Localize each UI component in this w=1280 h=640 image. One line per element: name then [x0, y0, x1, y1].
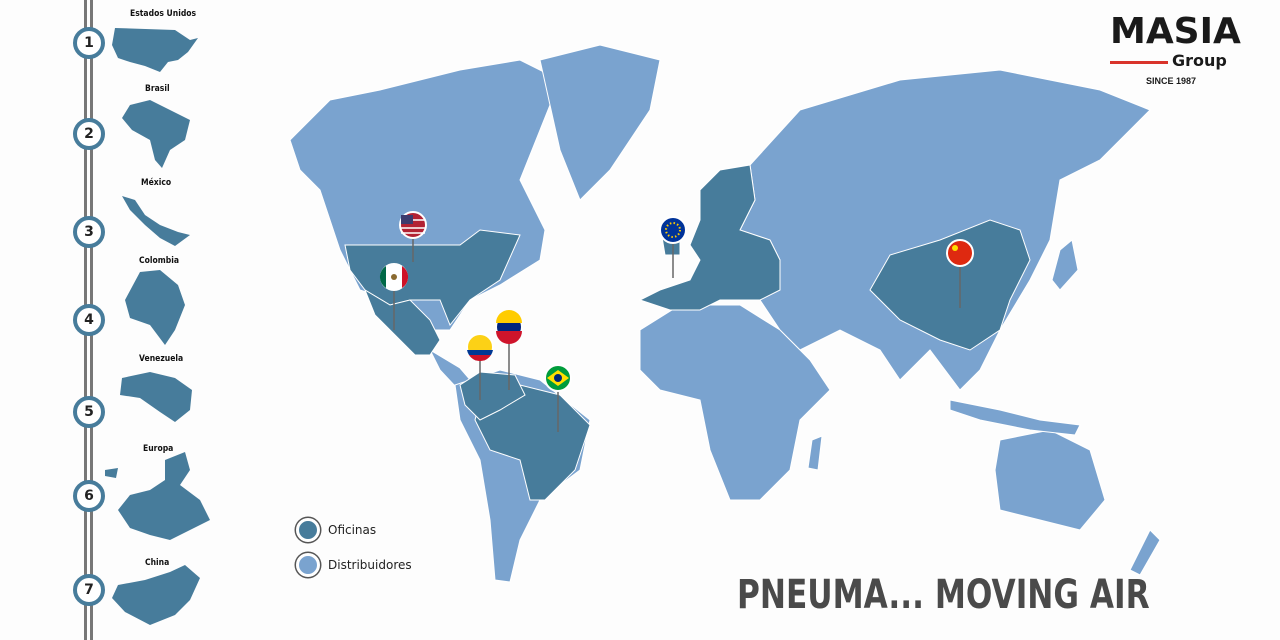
- indonesia: [949, 399, 1081, 436]
- step-5: 5: [73, 396, 105, 428]
- europe-region: [638, 164, 781, 311]
- mexico-silhouette: [122, 196, 190, 246]
- mexico-flag-pin: [379, 263, 409, 291]
- logo-name: MASIA: [1110, 11, 1241, 52]
- label-colombia: Colombia: [139, 256, 179, 266]
- step-4: 4: [73, 304, 105, 336]
- distributors-swatch: [296, 553, 320, 577]
- step-1: 1: [73, 27, 105, 59]
- offices-label: Oficinas: [328, 523, 377, 537]
- new-zealand: [1129, 529, 1161, 576]
- legend-offices: Oficinas: [296, 518, 376, 542]
- china-silhouette: [112, 565, 200, 625]
- australia: [994, 429, 1106, 531]
- greenland: [539, 44, 661, 201]
- legend-distributors: Distribuidores: [296, 553, 412, 577]
- step-7: 7: [73, 574, 105, 606]
- colombia-silhouette: [125, 270, 185, 345]
- step-2: 2: [73, 118, 105, 150]
- usa-flag-pin: [399, 211, 427, 239]
- colombia-flag-pin: [466, 333, 494, 362]
- label-china: China: [145, 558, 170, 568]
- label-mexico: México: [141, 178, 172, 188]
- china-flag-pin: [946, 239, 974, 267]
- tagline: PNEUMA... MOVING AIR: [737, 572, 1150, 618]
- logo-since: SINCE 1987: [1146, 76, 1197, 86]
- europa-silhouette: [105, 452, 210, 540]
- mexico-region: [363, 288, 441, 356]
- logo-red-bar: [1110, 61, 1168, 64]
- africa: [639, 304, 831, 501]
- label-usa: Estados Unidos: [130, 9, 197, 19]
- central-america: [428, 348, 473, 387]
- offices-swatch: [296, 518, 320, 542]
- madagascar: [807, 435, 823, 471]
- japan: [1051, 239, 1079, 291]
- distributors-label: Distribuidores: [328, 558, 412, 572]
- eu-flag-pin: [659, 216, 687, 244]
- brazil-flag-pin: [544, 364, 572, 392]
- venezuela-flag-pin: [495, 310, 523, 344]
- label-europa: Europa: [143, 444, 174, 454]
- step-3: 3: [73, 216, 105, 248]
- usa-silhouette: [112, 28, 198, 72]
- brazil-region: [474, 384, 591, 501]
- step-6: 6: [73, 480, 105, 512]
- brasil-silhouette: [122, 100, 190, 168]
- label-venezuela: Venezuela: [139, 354, 184, 364]
- venezuela-silhouette: [120, 372, 192, 422]
- masia-group-logo: MASIA Group SINCE 1987: [1110, 14, 1250, 94]
- logo-group: Group: [1172, 51, 1227, 70]
- china-region: [869, 219, 1031, 351]
- label-brasil: Brasil: [145, 84, 170, 94]
